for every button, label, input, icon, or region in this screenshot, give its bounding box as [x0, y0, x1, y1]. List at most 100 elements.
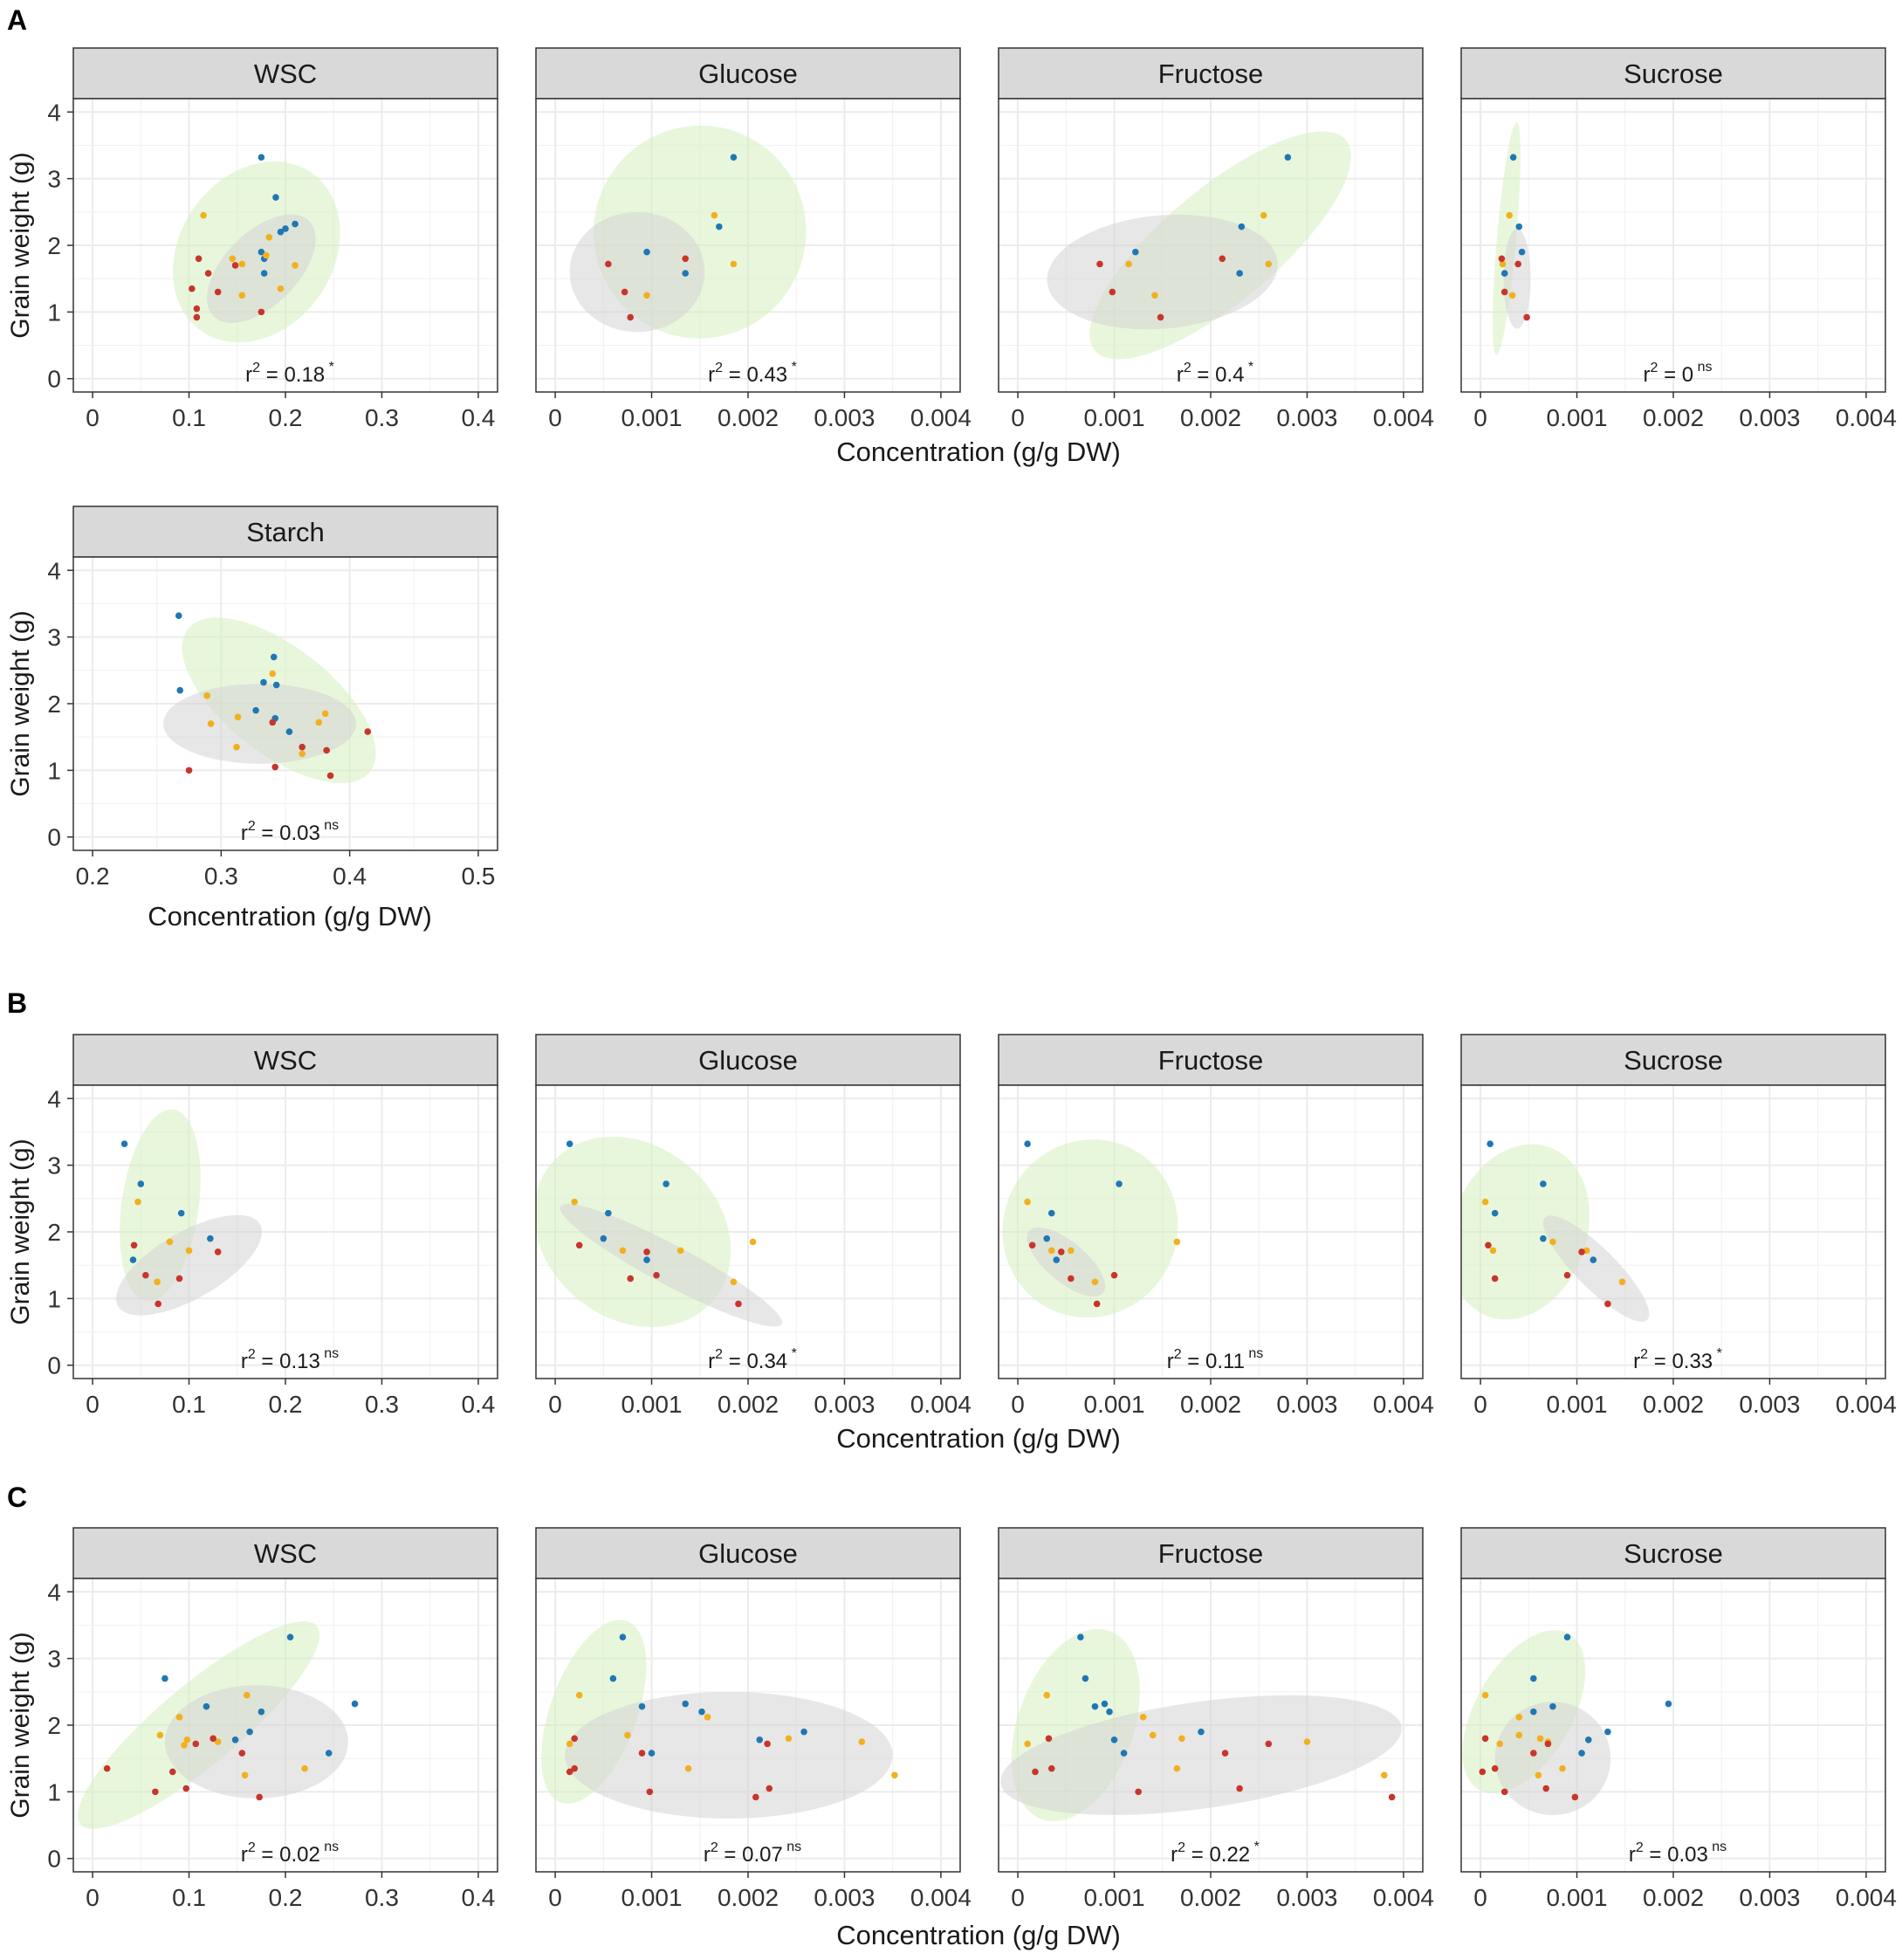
data-point-blue: [643, 248, 650, 256]
confidence-ellipses: [569, 125, 807, 339]
r2-significance: ns: [1245, 1346, 1263, 1361]
data-point-red: [1604, 1300, 1611, 1308]
data-point-blue: [257, 248, 265, 256]
data-point-blue: [648, 1750, 656, 1757]
y-tick-label: 4: [47, 1085, 61, 1112]
r2-eq: =: [1644, 1843, 1667, 1867]
r2-prefix: r: [708, 363, 715, 387]
data-point-orange: [730, 1278, 738, 1286]
data-point-red: [192, 1740, 200, 1748]
y-tick-label: 0: [47, 1846, 61, 1873]
y-axis-label: Grain weight (g): [6, 610, 35, 796]
y-tick-label: 1: [47, 757, 61, 784]
facet-title: Starch: [246, 517, 325, 547]
data-point-orange: [1549, 1238, 1556, 1246]
x-tick-label: 0: [548, 404, 562, 431]
data-point-red: [1045, 1735, 1053, 1743]
data-point-blue: [730, 154, 738, 161]
grey-ellipse: [1542, 1215, 1650, 1322]
data-point-orange: [265, 234, 273, 241]
data-points: [1096, 154, 1292, 321]
data-point-orange: [154, 1278, 161, 1286]
data-point-blue: [176, 686, 184, 694]
data-point-orange: [684, 1764, 692, 1772]
data-point-red: [643, 1248, 650, 1255]
data-point-orange: [1173, 1238, 1181, 1246]
y-tick-label: 4: [47, 557, 61, 584]
data-point-red: [193, 313, 201, 321]
data-point-red: [175, 1275, 183, 1283]
data-point-blue: [272, 681, 280, 689]
data-point-red: [752, 1793, 759, 1801]
data-point-orange: [299, 750, 306, 758]
data-point-orange: [238, 292, 246, 299]
facet-title: Glucose: [698, 1538, 798, 1569]
data-point-red: [1485, 1241, 1492, 1249]
data-point-orange: [1125, 260, 1132, 268]
panel-label: C: [7, 1482, 27, 1513]
data-point-orange: [1489, 1247, 1497, 1255]
data-point-blue: [207, 1234, 214, 1242]
data-point-red: [193, 305, 201, 313]
data-point-orange: [891, 1771, 898, 1779]
x-tick-label: 0.002: [1180, 1391, 1241, 1418]
data-point-orange: [858, 1738, 866, 1745]
r2-significance: *: [1250, 1840, 1260, 1854]
r2-superscript: 2: [715, 1347, 723, 1362]
confidence-ellipses: [1002, 1139, 1178, 1318]
facet-fructose: Fructose r2 = 0.4 * 0 0.001 0.002 0.003 0.004: [998, 47, 1434, 431]
data-point-red: [1265, 1740, 1273, 1748]
data-point-blue: [161, 1675, 168, 1682]
r2-prefix: r: [245, 363, 252, 387]
y-tick-label: 0: [47, 824, 61, 851]
r2-eq: =: [1658, 363, 1681, 387]
data-point-orange: [1024, 1740, 1031, 1748]
r2-prefix: r: [1633, 1350, 1640, 1373]
data-point-red: [1032, 1768, 1039, 1776]
data-point-orange: [1559, 1764, 1566, 1772]
facet-glucose: Glucose r2 = 0.07 ns 0 0.001 0.002 0.003 0.004: [535, 1527, 972, 1911]
x-tick-label: 0.003: [1276, 1884, 1337, 1911]
data-point-blue: [129, 1256, 137, 1263]
x-tick-label: 0.2: [269, 1884, 303, 1911]
grey-ellipse: [1494, 1702, 1611, 1816]
data-point-blue: [756, 1736, 764, 1743]
facet-title: Fructose: [1158, 1045, 1264, 1076]
r2-prefix: r: [1171, 1843, 1178, 1867]
r2-annotation: r2 = 0.34 *: [708, 1346, 797, 1373]
confidence-ellipses: [116, 1109, 263, 1316]
data-point-blue: [1578, 1750, 1585, 1757]
grey-ellipse: [207, 214, 316, 323]
data-point-blue: [600, 1234, 608, 1242]
x-axis: 0 0.001 0.002 0.003 0.004: [548, 392, 972, 431]
x-axis-label: Concentration (g/g DW): [836, 437, 1121, 467]
r2-value: 0.43: [746, 363, 787, 387]
confidence-ellipses: [541, 1620, 893, 1819]
data-point-blue: [246, 1728, 253, 1736]
data-point-orange: [1481, 1198, 1489, 1206]
data-point-red: [257, 308, 265, 316]
x-tick-label: 0.001: [1547, 1884, 1608, 1911]
facet-title: WSC: [254, 1045, 317, 1076]
data-point-blue: [257, 1708, 265, 1716]
y-tick-label: 1: [47, 299, 61, 326]
facet-fructose: Fructose r2 = 0.22 * 0 0.001 0.002 0.003 0.004: [998, 1527, 1434, 1911]
x-axis: 0 0.001 0.002 0.003 0.004: [1473, 1379, 1897, 1418]
r2-eq: =: [256, 822, 279, 845]
data-point-blue: [1091, 1702, 1099, 1710]
data-point-blue: [285, 728, 293, 735]
y-tick-label: 3: [47, 1152, 61, 1179]
x-tick-label: 0: [86, 1884, 100, 1911]
x-axis: 0 0.001 0.002 0.003 0.004: [1011, 1872, 1434, 1911]
x-tick-label: 0.001: [621, 404, 683, 431]
x-tick-label: 0.002: [1180, 1884, 1241, 1911]
data-point-blue: [619, 1633, 627, 1640]
data-point-orange: [181, 1742, 188, 1749]
x-tick-label: 0: [1473, 1391, 1487, 1418]
data-point-red: [154, 1300, 161, 1308]
data-point-blue: [231, 1736, 239, 1743]
